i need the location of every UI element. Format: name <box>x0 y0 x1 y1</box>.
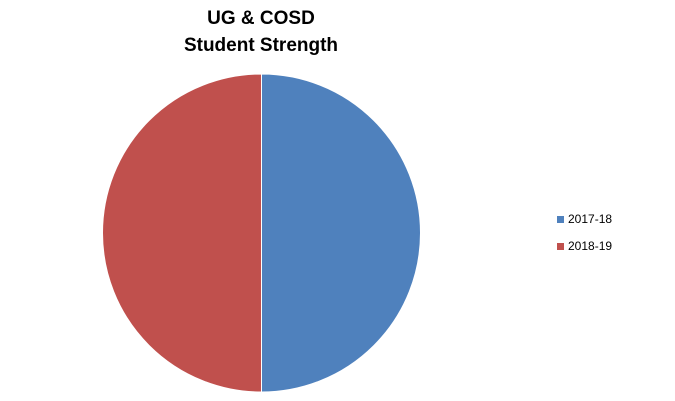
legend-item-2018-19: 2018-19 <box>557 239 613 253</box>
legend-swatch <box>557 242 564 250</box>
pie-slice-2017-18 <box>261 73 421 393</box>
legend-label: 2017-18 <box>568 212 613 226</box>
legend: 2017-18 2018-19 <box>557 212 613 267</box>
pie-slice-2018-19 <box>102 73 262 393</box>
chart-title-line-1: UG & COSD <box>207 8 315 29</box>
legend-label: 2018-19 <box>568 239 613 253</box>
legend-swatch <box>557 215 564 223</box>
legend-item-2017-18: 2017-18 <box>557 212 613 226</box>
chart-title-line-2: Student Strength <box>183 35 339 56</box>
